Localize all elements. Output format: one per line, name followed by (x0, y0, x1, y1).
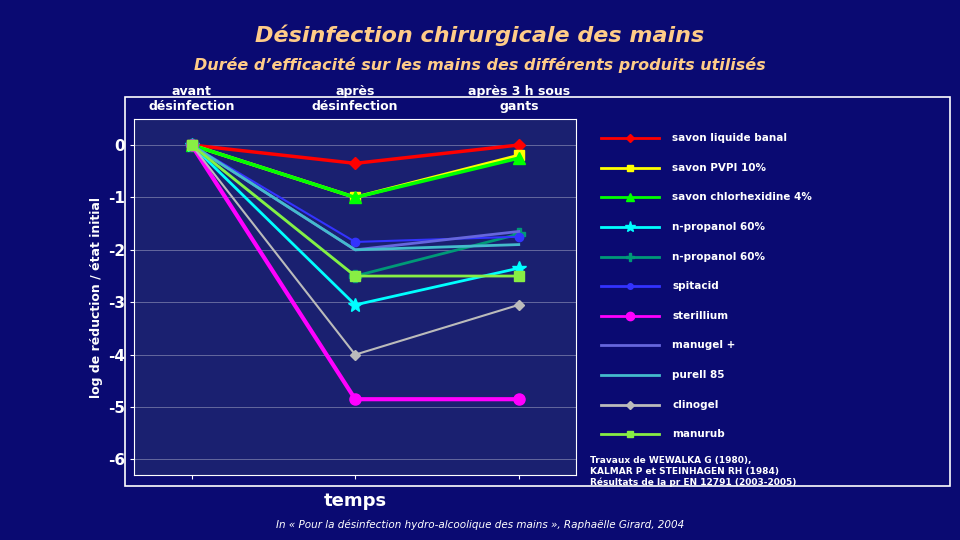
Text: temps: temps (324, 492, 387, 510)
Y-axis label: log de réduction / état initial: log de réduction / état initial (89, 197, 103, 397)
Text: manugel +: manugel + (672, 340, 735, 350)
Text: savon liquide banal: savon liquide banal (672, 133, 787, 143)
Text: n-propanol 60%: n-propanol 60% (672, 252, 765, 261)
Text: spitacid: spitacid (672, 281, 719, 291)
Text: savon PVPI 10%: savon PVPI 10% (672, 163, 766, 173)
Text: In « Pour la désinfection hydro-alcoolique des mains », Raphaëlle Girard, 2004: In « Pour la désinfection hydro-alcooliq… (276, 520, 684, 530)
Text: Désinfection chirurgicale des mains: Désinfection chirurgicale des mains (255, 24, 705, 46)
Text: Travaux de WEWALKA G (1980),
KALMAR P et STEINHAGEN RH (1984)
Résultats de la pr: Travaux de WEWALKA G (1980), KALMAR P et… (590, 456, 797, 487)
Text: n-propanol 60%: n-propanol 60% (672, 222, 765, 232)
Text: après
désinfection: après désinfection (312, 85, 398, 113)
Text: clinogel: clinogel (672, 400, 719, 410)
Text: avant
désinfection: avant désinfection (149, 85, 235, 113)
Text: manurub: manurub (672, 429, 725, 440)
Text: Durée d’efficacité sur les mains des différents produits utilisés: Durée d’efficacité sur les mains des dif… (194, 57, 766, 73)
Text: après 3 h sous
gants: après 3 h sous gants (468, 85, 570, 113)
Text: savon chlorhexidine 4%: savon chlorhexidine 4% (672, 192, 812, 202)
Text: purell 85: purell 85 (672, 370, 725, 380)
Text: sterillium: sterillium (672, 311, 729, 321)
